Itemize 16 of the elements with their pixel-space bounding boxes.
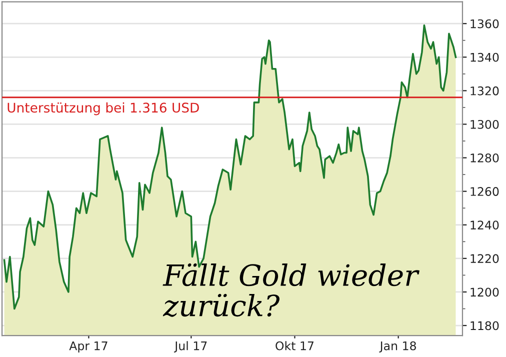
x-tick-label: Okt 17 [276, 341, 314, 350]
y-tick-label: 1240 [470, 220, 499, 230]
y-tick-label: 1280 [470, 154, 499, 162]
y-tick-label: 1300 [470, 120, 499, 129]
y-tick-label: 1260 [470, 187, 499, 196]
x-tick-label: Jul 17 [174, 341, 207, 352]
x-tick-label: Jan 18 [379, 341, 416, 352]
y-tick-label: 1200 [470, 288, 499, 297]
x-tick-label: Apr 17 [69, 342, 108, 353]
annotation: Fällt Gold wieder zurück? [162, 263, 420, 317]
y-tick-label: 1320 [470, 86, 499, 96]
ref-line-label: Unterstützung bei 1.316 USD [8, 102, 199, 116]
y-tick-label: 1360 [470, 19, 499, 28]
y-tick-label: 1340 [470, 52, 499, 62]
y-tick-label: 1180 [470, 321, 499, 330]
y-tick-label: 1220 [470, 254, 499, 264]
